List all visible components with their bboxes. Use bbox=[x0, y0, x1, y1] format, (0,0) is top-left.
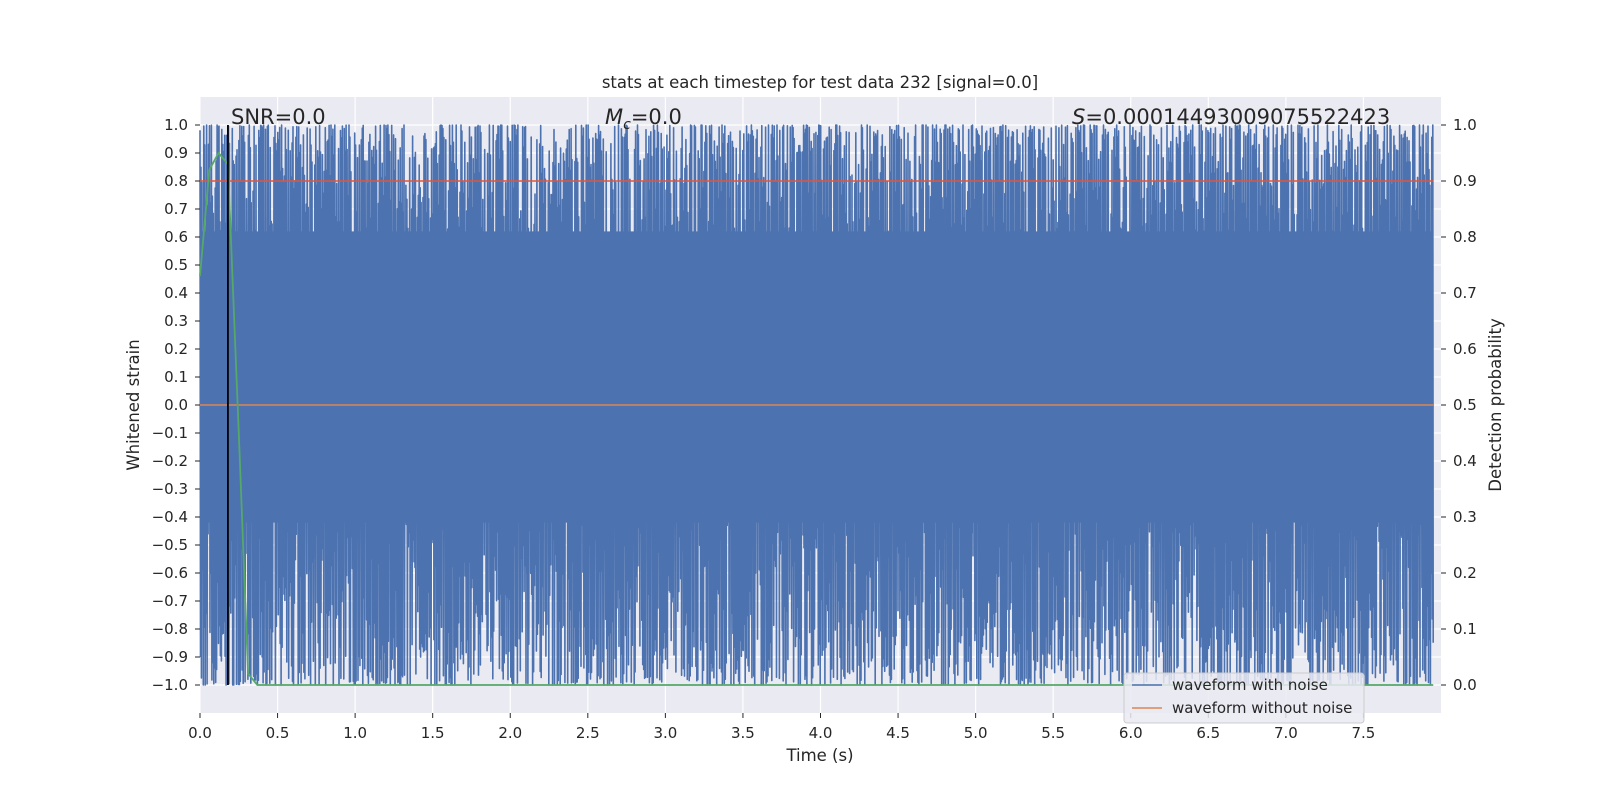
y-tick-label: −0.4 bbox=[152, 508, 188, 526]
y-tick-label: 0.0 bbox=[164, 396, 188, 414]
mc-subscript: c bbox=[623, 117, 631, 133]
x-tick-label: 7.5 bbox=[1352, 724, 1376, 742]
legend-label-noise: waveform with noise bbox=[1172, 676, 1328, 694]
y-tick-label: 0.4 bbox=[164, 284, 188, 302]
y2-tick-label: 0.7 bbox=[1453, 284, 1477, 302]
detection-probability-line bbox=[199, 151, 1434, 686]
legend-box bbox=[1123, 672, 1365, 724]
y2-tick-label: 0.8 bbox=[1453, 228, 1477, 246]
y-axis-label: Whitened strain bbox=[124, 339, 143, 470]
y2-tick-label: 0.0 bbox=[1453, 676, 1477, 694]
x-tick-label: 4.5 bbox=[886, 724, 910, 742]
x-axis-label: Time (s) bbox=[785, 746, 853, 765]
y2-tick-label: 0.4 bbox=[1453, 452, 1477, 470]
y-tick-label: 0.6 bbox=[164, 228, 188, 246]
y-tick-label: 0.8 bbox=[164, 172, 188, 190]
y-tick-label: −0.3 bbox=[152, 480, 188, 498]
x-tick-label: 1.0 bbox=[343, 724, 367, 742]
x-tick-label: 4.0 bbox=[809, 724, 833, 742]
y-tick-label: −0.6 bbox=[152, 564, 188, 582]
y-tick-label: 0.9 bbox=[164, 144, 188, 162]
y-tick-label: 0.2 bbox=[164, 340, 188, 358]
y-tick-label: −0.7 bbox=[152, 592, 188, 610]
noise-waveform-band bbox=[200, 231, 1434, 523]
x-tick-label: 5.5 bbox=[1041, 724, 1065, 742]
noise-series bbox=[199, 124, 1434, 686]
x-tick-label: 6.0 bbox=[1119, 724, 1143, 742]
y-tick-label: −0.5 bbox=[152, 536, 188, 554]
x-axis-ticks: 0.0 0.5 1.0 1.5 2.0 2.5 3.0 3.5 4.0 4.5 5.0 5.5 6.0 6… bbox=[188, 713, 1375, 742]
x-tick-label: 7.0 bbox=[1274, 724, 1298, 742]
y2-tick-label: 1.0 bbox=[1453, 116, 1477, 134]
y-tick-label: −0.1 bbox=[152, 424, 188, 442]
x-tick-label: 2.0 bbox=[498, 724, 522, 742]
y-tick-label: 0.3 bbox=[164, 312, 188, 330]
s-annotation: S=0.0001449300907552242‌3 bbox=[1072, 105, 1390, 129]
line-series bbox=[199, 125, 1434, 686]
x-tick-label: 0.5 bbox=[266, 724, 290, 742]
x-tick-label: 2.5 bbox=[576, 724, 600, 742]
y-axis-ticks: 1.0 0.9 0.8 0.7 0.6 0.5 0.4 0.3 0.2 0.1 0.0 −0.1 −0.… bbox=[152, 116, 200, 694]
y2-axis-ticks: 1.0 0.9 0.8 0.7 0.6 0.5 0.4 0.3 0.2 0.1 0.0 bbox=[1441, 116, 1477, 694]
y-tick-label: −0.2 bbox=[152, 452, 188, 470]
s-value: =0.0001449300907552242‌3 bbox=[1085, 105, 1390, 129]
y-tick-label: −0.8 bbox=[152, 620, 188, 638]
mc-value: =0.0 bbox=[631, 105, 682, 129]
y2-tick-label: 0.2 bbox=[1453, 564, 1477, 582]
y2-tick-label: 0.3 bbox=[1453, 508, 1477, 526]
x-tick-label: 3.0 bbox=[653, 724, 677, 742]
y-tick-label: −0.9 bbox=[152, 648, 188, 666]
snr-annotation: SNR=0.0 bbox=[231, 105, 326, 129]
y-tick-label: 0.7 bbox=[164, 200, 188, 218]
legend-label-clean: waveform without noise bbox=[1172, 699, 1352, 717]
x-tick-label: 5.0 bbox=[964, 724, 988, 742]
x-tick-label: 1.5 bbox=[421, 724, 445, 742]
mc-symbol: M bbox=[605, 105, 623, 129]
y2-tick-label: 0.5 bbox=[1453, 396, 1477, 414]
y-tick-label: −1.0 bbox=[152, 676, 188, 694]
y2-axis-label: Detection probability bbox=[1486, 318, 1505, 492]
y2-tick-label: 0.9 bbox=[1453, 172, 1477, 190]
y-tick-label: 0.5 bbox=[164, 256, 188, 274]
x-tick-label: 3.5 bbox=[731, 724, 755, 742]
x-tick-label: 0.0 bbox=[188, 724, 212, 742]
y-tick-label: 0.1 bbox=[164, 368, 188, 386]
y2-tick-label: 0.1 bbox=[1453, 620, 1477, 638]
x-tick-label: 6.5 bbox=[1196, 724, 1220, 742]
y-tick-label: 1.0 bbox=[164, 116, 188, 134]
chart-title: stats at each timestep for test data 232… bbox=[602, 73, 1038, 92]
s-symbol: S bbox=[1072, 105, 1085, 129]
legend: waveform with noise waveform without noi… bbox=[1123, 672, 1365, 724]
mc-annotation: Mc=0.0 bbox=[605, 105, 682, 133]
y2-tick-label: 0.6 bbox=[1453, 340, 1477, 358]
